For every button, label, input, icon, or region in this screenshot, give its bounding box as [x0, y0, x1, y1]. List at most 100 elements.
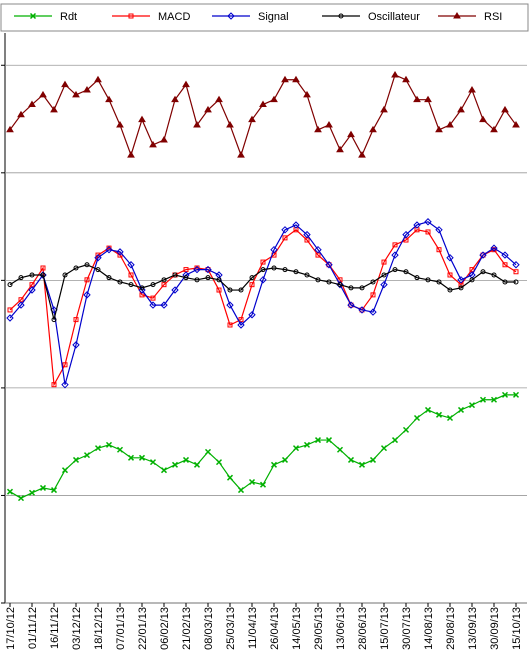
marker [95, 267, 101, 273]
marker [303, 230, 311, 239]
marker [391, 70, 399, 78]
marker [216, 277, 222, 283]
marker [61, 80, 69, 88]
marker [457, 406, 465, 413]
marker [72, 456, 80, 463]
marker [303, 90, 311, 98]
marker [127, 261, 135, 269]
marker [237, 151, 245, 158]
marker [391, 251, 399, 259]
marker [513, 269, 519, 275]
marker [116, 248, 124, 256]
marker [326, 262, 332, 268]
marker [358, 461, 366, 468]
marker [480, 252, 486, 258]
marker [281, 226, 289, 234]
marker [226, 474, 234, 481]
marker [149, 459, 157, 466]
marker [359, 285, 365, 291]
marker [413, 414, 421, 422]
x-tick-label: 15/10/13 [511, 607, 523, 650]
marker [249, 275, 255, 281]
marker [204, 265, 212, 274]
marker [215, 459, 223, 466]
marker [94, 445, 102, 452]
marker [105, 246, 113, 254]
marker [391, 437, 399, 444]
marker [150, 295, 156, 301]
marker [29, 12, 37, 20]
marker [39, 484, 47, 491]
marker [402, 230, 410, 239]
x-tick-label: 08/03/13 [203, 607, 215, 650]
marker [502, 279, 508, 285]
marker [6, 125, 14, 133]
marker [138, 115, 146, 123]
marker [281, 456, 289, 463]
marker [204, 105, 212, 113]
marker [128, 272, 134, 278]
marker [381, 272, 387, 278]
marker [193, 120, 201, 128]
marker [425, 277, 431, 283]
marker [337, 282, 343, 288]
x-tick-label: 11/04/13 [247, 607, 259, 649]
marker [281, 75, 289, 83]
marker [347, 301, 355, 309]
marker [446, 120, 454, 128]
marker [414, 275, 420, 281]
marker [347, 130, 355, 138]
marker [479, 251, 487, 259]
x-tick-label: 30/09/13 [489, 607, 501, 650]
marker [458, 285, 464, 291]
marker [512, 391, 520, 398]
marker [370, 292, 376, 298]
marker [315, 277, 321, 283]
marker [292, 445, 300, 452]
x-tick-label: 29/08/13 [445, 607, 457, 650]
marker [402, 75, 410, 83]
x-tick-label: 22/01/13 [137, 607, 149, 650]
series-line [9, 394, 516, 499]
marker [18, 275, 24, 281]
legend-label: RSI [484, 11, 502, 23]
marker [227, 287, 233, 293]
marker [436, 247, 442, 253]
x-tick-label: 03/12/12 [71, 607, 83, 650]
marker [160, 467, 168, 474]
marker [435, 125, 443, 133]
marker [106, 275, 112, 281]
marker [501, 251, 509, 259]
marker [182, 456, 190, 463]
marker [51, 382, 57, 388]
marker [292, 221, 300, 229]
marker [413, 95, 421, 103]
marker [215, 95, 223, 103]
series-line [9, 74, 517, 157]
x-tick-label: 13/06/13 [335, 607, 347, 650]
marker [447, 272, 453, 278]
legend-label: Signal [258, 11, 289, 23]
marker [238, 287, 244, 293]
marker [259, 481, 267, 488]
marker [303, 441, 311, 448]
x-tick-label: 15/07/13 [379, 607, 391, 650]
series [6, 391, 520, 502]
x-tick-label: 07/01/13 [115, 607, 127, 650]
marker [248, 478, 256, 486]
marker [127, 454, 135, 461]
marker [117, 279, 123, 285]
marker [248, 115, 256, 123]
marker [193, 265, 201, 274]
x-tick-label: 14/08/13 [423, 607, 435, 650]
marker [28, 489, 36, 496]
x-tick-label: 26/04/13 [269, 607, 281, 650]
marker [83, 86, 91, 93]
marker [369, 308, 377, 316]
marker [436, 279, 442, 285]
marker [425, 229, 431, 235]
marker [325, 120, 333, 128]
marker [40, 265, 46, 271]
marker [447, 287, 453, 293]
